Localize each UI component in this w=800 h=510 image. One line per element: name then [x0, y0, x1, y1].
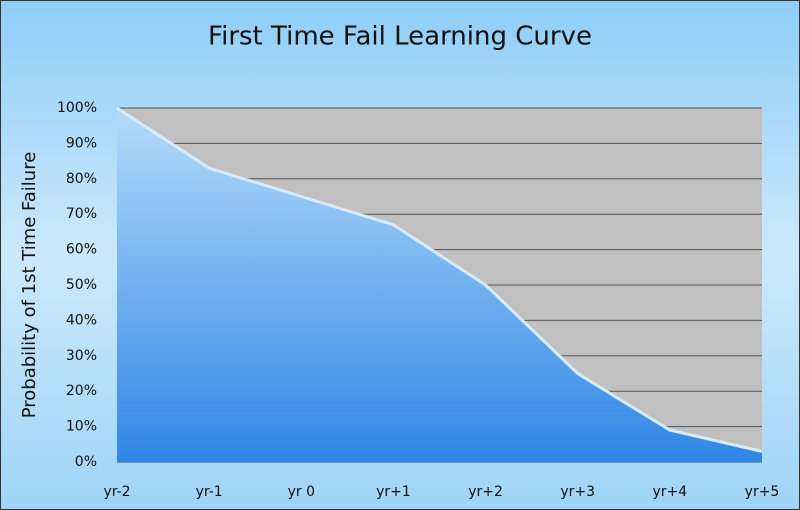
- y-axis-label: Probability of 1st Time Failure: [19, 152, 40, 419]
- y-tick-label: 50%: [66, 277, 97, 293]
- x-tick-label: yr+2: [468, 484, 503, 500]
- x-tick-label: yr-1: [196, 484, 223, 500]
- y-tick-label: 10%: [66, 419, 97, 435]
- y-tick-label: 40%: [66, 312, 97, 328]
- area-edge: [116, 106, 763, 453]
- y-tick-label: 20%: [66, 383, 97, 399]
- x-tick-label: yr 0: [288, 484, 315, 500]
- y-tick-label: 100%: [57, 100, 97, 116]
- y-tick-label: 0%: [75, 454, 97, 470]
- x-tick-label: yr+3: [560, 484, 595, 500]
- x-tick-label: yr+1: [376, 484, 411, 500]
- area: [117, 108, 762, 462]
- y-tick-label: 70%: [66, 206, 97, 222]
- y-tick-label: 30%: [66, 348, 97, 364]
- y-tick-label: 90%: [66, 135, 97, 151]
- y-tick-label: 80%: [66, 171, 97, 187]
- y-tick-label: 60%: [66, 242, 97, 258]
- x-tick-label: yr+5: [745, 484, 780, 500]
- x-tick-label: yr-2: [103, 484, 130, 500]
- x-tick-label: yr+4: [653, 484, 688, 500]
- chart-title: First Time Fail Learning Curve: [208, 22, 592, 52]
